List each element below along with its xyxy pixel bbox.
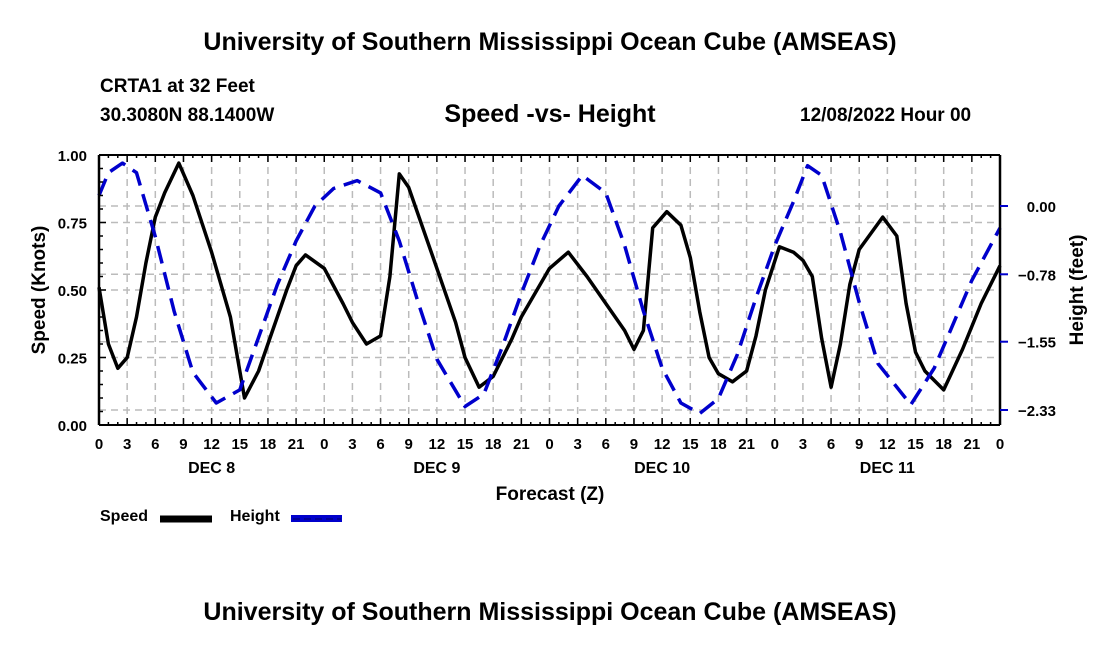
- x-tick-label: 12: [879, 436, 896, 453]
- y-tick-label: 0.75: [58, 216, 87, 233]
- y2-tick-label: −2.33: [1018, 403, 1056, 420]
- x-tick-label: 9: [405, 436, 413, 453]
- y2-axis-label: Height (feet): [1067, 235, 1088, 346]
- x-tick-label: 15: [457, 436, 474, 453]
- x-tick-label: 18: [485, 436, 502, 453]
- day-label: DEC 9: [413, 460, 460, 477]
- y-tick-label: 1.00: [58, 148, 87, 165]
- y-tick-label: 0.25: [58, 351, 87, 368]
- x-tick-label: 9: [855, 436, 863, 453]
- y2-tick-label: −1.55: [1018, 335, 1056, 352]
- x-tick-label: 12: [203, 436, 220, 453]
- x-tick-label: 18: [710, 436, 727, 453]
- forecast-datestamp: 12/08/2022 Hour 00: [800, 105, 972, 126]
- x-tick-label: 21: [288, 436, 305, 453]
- x-tick-label: 0: [95, 436, 103, 453]
- x-tick-label: 3: [123, 436, 131, 453]
- day-label: DEC 10: [634, 460, 690, 477]
- x-tick-label: 6: [602, 436, 610, 453]
- x-tick-label: 15: [907, 436, 924, 453]
- series-line-height: [97, 161, 1002, 416]
- grid-lines: [99, 155, 1000, 425]
- x-tick-label: 9: [630, 436, 638, 453]
- x-tick-label: 0: [771, 436, 779, 453]
- day-label: DEC 11: [860, 460, 915, 477]
- x-tick-label: 12: [654, 436, 671, 453]
- coordinates-label: 30.3080N 88.1400W: [100, 105, 275, 126]
- x-tick-label: 18: [935, 436, 952, 453]
- axes-group: [97, 154, 1008, 426]
- series-line-speed: [97, 161, 1002, 400]
- x-tick-label: 3: [348, 436, 356, 453]
- day-label: DEC 8: [188, 460, 235, 477]
- legend-speed-swatch: [160, 515, 212, 523]
- y2-tick-label: 0.00: [1027, 199, 1056, 216]
- y-axis-label: Speed (Knots): [29, 226, 50, 355]
- main-title: University of Southern Mississippi Ocean…: [203, 28, 897, 56]
- series-group: [97, 161, 1002, 416]
- station-label: CRTA1 at 32 Feet: [100, 76, 255, 97]
- legend-speed-label: Speed: [100, 508, 149, 525]
- x-tick-label: 9: [179, 436, 187, 453]
- x-tick-label: 15: [682, 436, 699, 453]
- y-tick-label: 0.50: [58, 283, 87, 300]
- x-tick-label: 12: [429, 436, 446, 453]
- x-tick-label: 0: [545, 436, 553, 453]
- legend-height-label: Height: [230, 508, 280, 525]
- legend-height-swatch: [291, 515, 342, 522]
- x-tick-label: 6: [827, 436, 835, 453]
- y-tick-label: 0.00: [58, 418, 87, 435]
- chart-subtitle: Speed -vs- Height: [444, 100, 656, 128]
- footer-title: University of Southern Mississippi Ocean…: [203, 598, 897, 626]
- tick-labels-group: 0 3 6 9 12 15 18 21 0 3 6 9 12 15 18 21 0 3 6 9 12 15 18 21 0 3 6 9…: [58, 148, 1056, 477]
- x-axis-label: Forecast (Z): [496, 484, 605, 505]
- x-tick-label: 21: [964, 436, 981, 453]
- x-tick-label: 6: [376, 436, 384, 453]
- x-tick-label: 3: [573, 436, 581, 453]
- x-tick-label: 15: [231, 436, 248, 453]
- x-tick-label: 21: [513, 436, 530, 453]
- x-tick-label: 21: [738, 436, 755, 453]
- x-tick-label: 0: [320, 436, 328, 453]
- x-tick-label: 0: [996, 436, 1004, 453]
- x-tick-label: 6: [151, 436, 159, 453]
- y2-tick-label: −0.78: [1018, 267, 1056, 284]
- x-tick-label: 3: [799, 436, 807, 453]
- x-tick-label: 18: [260, 436, 277, 453]
